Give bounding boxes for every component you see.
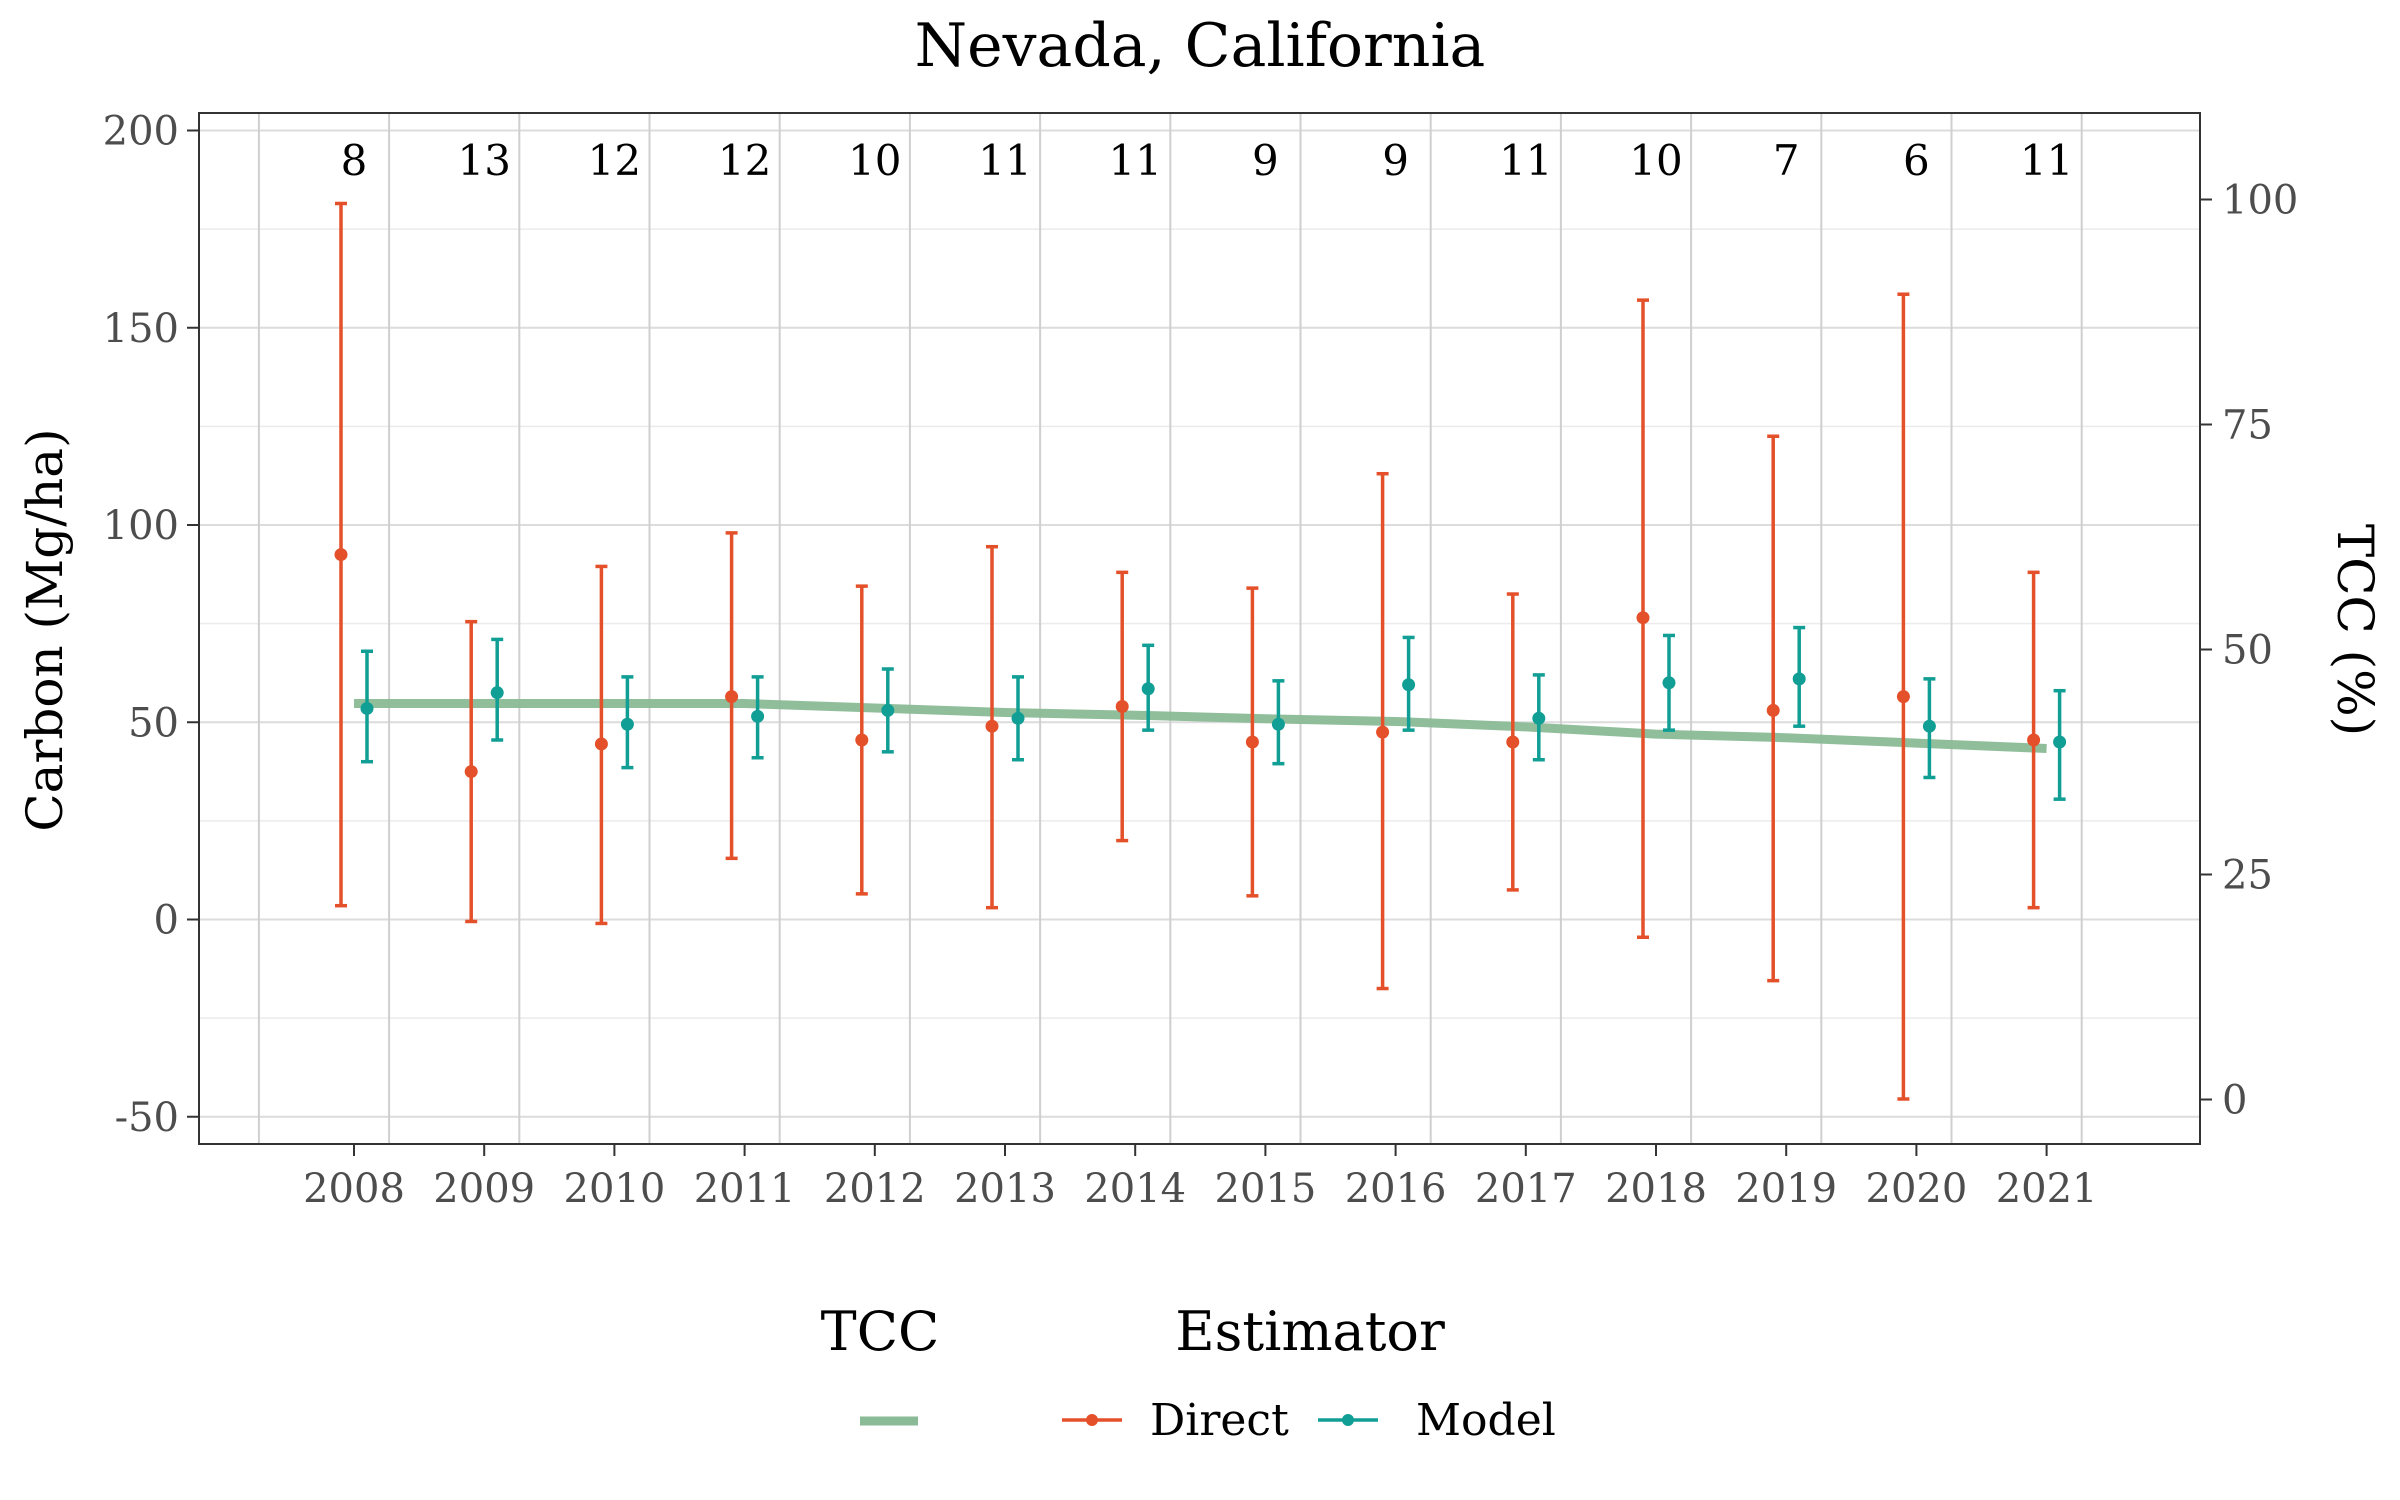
y2-tick-label: 100: [2222, 178, 2298, 224]
data-point: [490, 686, 504, 700]
y-tick-label: -50: [115, 1095, 179, 1141]
y2-tick-label: 25: [2222, 853, 2273, 899]
x-tick-label: 2010: [564, 1166, 666, 1212]
x-tick-label: 2017: [1475, 1166, 1577, 1212]
data-point: [1662, 676, 1676, 690]
legend: TCC Estimator Direct Model: [821, 1300, 1556, 1446]
data-point: [594, 737, 608, 751]
y2-axis-title: TCC (%): [2326, 524, 2384, 736]
sample-counts: 8 13 12 12 10 11 11 9 9 11 10 7 6 11: [341, 136, 2074, 185]
count-label: 13: [457, 136, 510, 185]
count-label: 10: [1629, 136, 1682, 185]
data-point: [1141, 682, 1155, 696]
data-point: [1636, 611, 1650, 625]
data-point: [1245, 735, 1259, 749]
data-point: [334, 548, 348, 562]
legend-tcc-title: TCC: [821, 1300, 940, 1363]
y2-tick-label: 50: [2222, 628, 2273, 674]
x-axis: 2008 2009 2010 2011 2012 2013 2014 2015 2016 2017…: [303, 1144, 2097, 1212]
tcc-line: [354, 699, 2047, 753]
data-point: [1115, 699, 1129, 713]
data-point: [1271, 717, 1285, 731]
data-point: [1011, 711, 1025, 725]
x-tick-label: 2008: [303, 1166, 405, 1212]
data-point: [751, 709, 765, 723]
y-tick-label: 150: [103, 306, 179, 352]
count-label: 12: [588, 136, 641, 185]
count-label: 11: [1499, 136, 1552, 185]
y2-tick-label: 75: [2222, 403, 2273, 449]
legend-label-direct: Direct: [1150, 1395, 1289, 1446]
y2-axis: 0 25 50 75 100: [2200, 178, 2298, 1124]
y-tick-label: 50: [128, 700, 179, 746]
data-point: [1896, 690, 1910, 704]
count-label: 8: [341, 136, 368, 185]
count-label: 6: [1903, 136, 1930, 185]
count-label: 11: [978, 136, 1031, 185]
data-point: [855, 733, 869, 747]
x-tick-label: 2018: [1605, 1166, 1707, 1212]
data-point: [2053, 735, 2067, 749]
series-model: [360, 625, 2067, 801]
data-point: [985, 719, 999, 733]
data-point: [1922, 719, 1936, 733]
y-axis: -50 0 50 100 150 200: [103, 109, 199, 1141]
count-label: 9: [1252, 136, 1279, 185]
x-tick-label: 2009: [433, 1166, 535, 1212]
x-tick-label: 2019: [1735, 1166, 1837, 1212]
x-tick-label: 2016: [1345, 1166, 1447, 1212]
data-point: [2027, 733, 2041, 747]
count-label: 10: [848, 136, 901, 185]
y-tick-label: 0: [154, 898, 179, 944]
series-layer: [334, 201, 2067, 1101]
x-tick-label: 2020: [1866, 1166, 1968, 1212]
count-label: 11: [1108, 136, 1161, 185]
data-point: [1532, 711, 1546, 725]
y-tick-label: 200: [103, 109, 179, 155]
data-point: [881, 703, 895, 717]
legend-label-model: Model: [1416, 1395, 1556, 1446]
data-point: [1506, 735, 1520, 749]
data-point: [360, 701, 374, 715]
legend-key-direct: [1062, 1414, 1122, 1426]
plot-panel: [198, 112, 2201, 1145]
x-tick-label: 2012: [824, 1166, 926, 1212]
series-direct: [334, 201, 2041, 1101]
data-point: [620, 717, 634, 731]
y-axis-title: Carbon (Mg/ha): [16, 428, 74, 831]
y2-tick-label: 0: [2222, 1078, 2247, 1124]
count-label: 9: [1382, 136, 1409, 185]
x-tick-label: 2015: [1215, 1166, 1317, 1212]
count-label: 12: [718, 136, 771, 185]
x-tick-label: 2013: [954, 1166, 1056, 1212]
data-point: [464, 765, 478, 779]
count-label: 7: [1773, 136, 1800, 185]
data-point: [1766, 703, 1780, 717]
y-tick-label: 100: [103, 503, 179, 549]
data-point: [725, 690, 739, 704]
data-point: [1376, 725, 1390, 739]
count-label: 11: [2020, 136, 2073, 185]
data-point: [1792, 672, 1806, 686]
chart-title: Nevada, California: [915, 11, 1486, 81]
legend-key-model: [1318, 1414, 1378, 1426]
grid: [199, 113, 2200, 1144]
x-tick-label: 2021: [1996, 1166, 2098, 1212]
legend-estimator-title: Estimator: [1175, 1300, 1445, 1363]
tcc-series-line: [354, 699, 2047, 753]
data-point: [1402, 678, 1416, 692]
x-tick-label: 2014: [1084, 1166, 1186, 1212]
x-tick-label: 2011: [694, 1166, 796, 1212]
